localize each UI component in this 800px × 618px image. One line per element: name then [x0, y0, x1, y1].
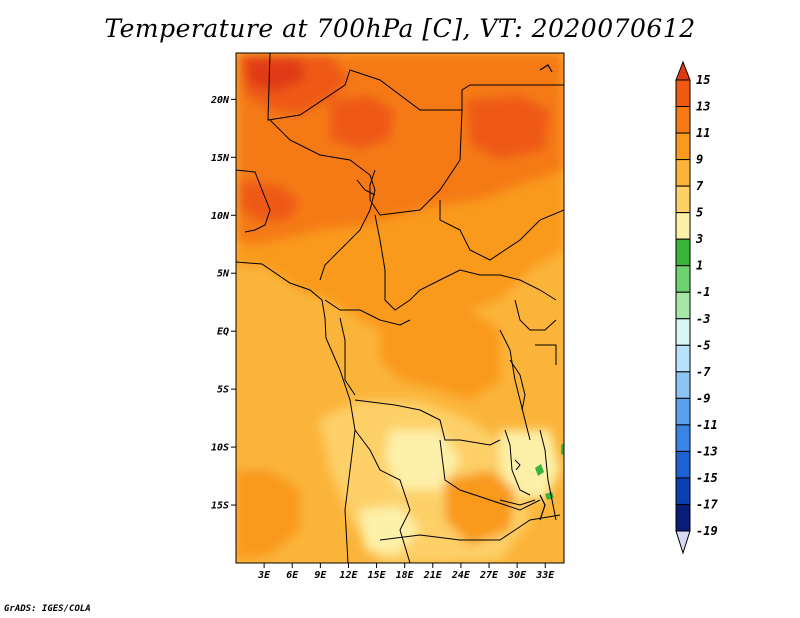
lon-tick-label: 15E [368, 570, 387, 581]
colorbar-swatch [675, 79, 691, 108]
colorbar-label: 3 [695, 232, 703, 246]
lon-axis: 3E 6E 9E 12E 15E 18E 21E 24E 27E 30E 33E [257, 563, 555, 581]
lat-tick-label: 5S [217, 385, 229, 396]
country-borders [236, 53, 564, 563]
lon-tick-label: 33E [535, 570, 555, 581]
colorbar-swatch [675, 106, 691, 134]
lon-tick-label: 6E [286, 570, 299, 581]
colorbar-label: -11 [696, 418, 718, 432]
colorbar-label: 5 [696, 206, 703, 220]
colorbar-swatch [675, 159, 691, 187]
lon-tick-label: 12E [339, 570, 358, 581]
field-13-15-d [240, 180, 300, 222]
colorbar-swatch [675, 132, 691, 161]
field-9-11-basin [380, 310, 500, 400]
colorbar-swatch [675, 424, 691, 452]
lon-tick-label: 18E [396, 570, 415, 581]
field-1-3-a [535, 464, 544, 476]
colorbar-bottom-arrow [675, 530, 691, 555]
lat-tick-label: 10S [211, 443, 229, 454]
colorbar-swatch [675, 477, 691, 505]
colorbar-label: 11 [696, 126, 710, 140]
lat-tick-label: EQ [217, 327, 229, 338]
lon-tick-label: 21E [423, 570, 443, 581]
lon-tick-label: 27E [479, 570, 499, 581]
colorbar: 15 13 11 9 7 5 3 1 -1 -3 -5 -7 -9 -11 -13 -15 -17 -19 [675, 60, 718, 555]
field-3-5-b [500, 430, 560, 500]
lat-tick-label: 15N [211, 153, 230, 164]
colorbar-swatch [675, 291, 691, 320]
colorbar-label: 15 [696, 73, 710, 87]
field-1-3-c [561, 443, 564, 455]
colorbar-label: -19 [696, 524, 718, 538]
colorbar-label: -5 [696, 338, 710, 352]
colorbar-label: -13 [696, 444, 718, 458]
colorbar-label: 7 [696, 179, 704, 193]
colorbar-top-arrow [675, 60, 691, 81]
lat-tick-label: 5N [217, 269, 230, 280]
colorbar-label: 13 [696, 100, 710, 114]
lat-tick-label: 20N [210, 95, 230, 106]
colorbar-swatch [675, 397, 691, 426]
lon-tick-label: 3E [257, 570, 271, 581]
field-13-15-c [465, 95, 550, 160]
field-9-11-se [445, 470, 515, 545]
colorbar-label: -3 [696, 312, 710, 326]
field-9-11-sw [236, 470, 300, 560]
colorbar-label: 1 [696, 259, 703, 273]
field-7-9 [236, 265, 345, 480]
lat-tick-label: 10N [211, 211, 230, 222]
colorbar-label: -15 [696, 471, 718, 485]
lon-tick-label: 24E [451, 570, 471, 581]
colorbar-swatch [675, 371, 691, 399]
colorbar-label: -7 [696, 365, 711, 379]
colorbar-swatch [675, 265, 691, 293]
field-15 [245, 58, 305, 92]
field-3-5-c [360, 505, 420, 555]
lon-tick-label: 30E [507, 570, 527, 581]
colorbar-label: 9 [696, 153, 703, 167]
colorbar-swatch [675, 450, 691, 479]
credit-text: GrADS: IGES/COLA [4, 604, 91, 614]
field-3-5-a [385, 430, 460, 490]
colorbar-swatch [675, 185, 691, 214]
plot-frame [235, 52, 565, 564]
colorbar-label: -9 [696, 391, 710, 405]
colorbar-label: -17 [696, 497, 718, 511]
colorbar-swatch [675, 503, 691, 532]
colorbar-swatch [675, 318, 691, 346]
lat-axis: 20N 15N 10N 5N EQ 5S 10S 15S [210, 95, 236, 512]
field-13-15-b [330, 95, 395, 150]
temperature-field [236, 53, 564, 563]
colorbar-label: -1 [696, 285, 710, 299]
colorbar-swatch [675, 238, 691, 267]
colorbar-swatch [675, 212, 691, 240]
colorbar-swatch [675, 344, 691, 373]
lon-tick-label: 9E [314, 570, 327, 581]
lat-tick-label: 15S [211, 501, 229, 512]
chart-title: Temperature at 700hPa [C], VT: 202007061… [104, 14, 696, 43]
